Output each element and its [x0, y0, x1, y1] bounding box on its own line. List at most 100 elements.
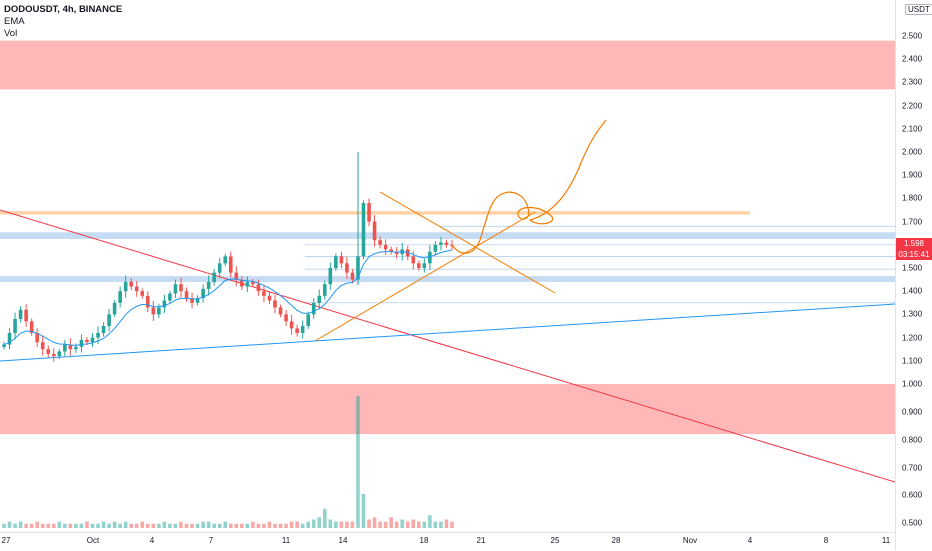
- price-tick-label: 2.100: [902, 124, 923, 134]
- volume-bar: [24, 523, 28, 528]
- volume-bar: [350, 521, 355, 528]
- price-tick-label: 0.700: [902, 463, 923, 472]
- volume-bar: [317, 517, 322, 528]
- time-tick-label: 25: [550, 536, 560, 545]
- volume-bar: [151, 523, 156, 528]
- time-tick-label: 18: [419, 536, 429, 545]
- candle-body: [74, 346, 78, 350]
- candle-body: [57, 351, 62, 357]
- volume-bar: [306, 521, 310, 528]
- volume-bar: [35, 521, 39, 528]
- candle-body: [278, 307, 283, 315]
- candle-body: [179, 284, 183, 292]
- candle-body: [2, 344, 6, 347]
- candle-body: [251, 281, 255, 285]
- orange-level: [0, 211, 750, 215]
- candle-body: [228, 256, 233, 273]
- price-tick-label: 0.800: [902, 435, 923, 445]
- candle-body: [173, 284, 178, 294]
- time-tick-label: 27: [1, 536, 11, 545]
- time-tick-label: 11: [281, 536, 291, 545]
- volume-bar: [356, 396, 360, 528]
- volume-bar: [394, 521, 399, 528]
- volume-bar: [334, 521, 338, 528]
- volume-bar: [123, 521, 128, 528]
- candle-body: [389, 249, 393, 252]
- candle-body: [422, 263, 427, 268]
- time-tick-label: 14: [338, 536, 348, 545]
- candle-body: [273, 300, 277, 308]
- volume-bar: [157, 523, 161, 528]
- volume-bar: [273, 523, 277, 528]
- candle-body: [334, 256, 338, 268]
- volume-bar: [96, 523, 100, 528]
- symbol-title[interactable]: DODOUSDT, 4h, BINANCE: [4, 4, 123, 15]
- candle-body: [96, 332, 100, 338]
- candle-body: [134, 286, 139, 292]
- volume-bar: [51, 523, 56, 528]
- candle-body: [345, 263, 349, 273]
- price-axis[interactable]: 0.500 0.600 0.700 0.800 0.900 1.000 1.100 1.200…: [895, 0, 932, 550]
- volume-legend[interactable]: Vol: [4, 28, 18, 39]
- currency-unit-label[interactable]: USDT: [905, 4, 932, 15]
- volume-bar: [162, 521, 167, 528]
- volume-bar: [13, 523, 17, 528]
- volume-bar: [444, 519, 449, 528]
- candle-body: [234, 272, 239, 280]
- time-axis[interactable]: 27 Oct 4 7 11 14 18 21 25 28 Nov 4 8 11: [0, 532, 895, 551]
- volume-bar: [295, 521, 299, 528]
- volume-bar: [134, 523, 139, 528]
- price-chart[interactable]: [0, 0, 895, 532]
- candle-body: [444, 242, 449, 245]
- ema-legend[interactable]: EMA: [4, 16, 25, 27]
- candle-body: [350, 272, 355, 280]
- candle-body: [162, 300, 167, 308]
- chart-legend: DODOUSDT, 4h, BINANCE EMA Vol: [4, 4, 122, 40]
- price-tick-label: 1.700: [902, 217, 923, 227]
- volume-bar: [2, 523, 6, 528]
- candle-body: [306, 314, 310, 326]
- volume-bar: [179, 521, 183, 528]
- volume-bar: [184, 523, 189, 528]
- time-tick-label: 8: [823, 536, 829, 545]
- volume-bar: [107, 523, 111, 528]
- candle-body: [367, 203, 371, 222]
- candle-body: [411, 256, 416, 264]
- volume-bar: [223, 521, 228, 528]
- candle-body: [85, 339, 89, 343]
- candle-body: [361, 203, 366, 257]
- time-tick-label: 28: [611, 536, 621, 545]
- volume-bar: [262, 523, 266, 528]
- volume-bar: [400, 519, 405, 528]
- volume-bar: [450, 521, 454, 528]
- price-tick-label: 1.500: [902, 263, 923, 273]
- price-tick-label: 1.300: [902, 309, 923, 319]
- candle-body: [328, 268, 333, 285]
- volume-bar: [389, 517, 393, 528]
- triangle-upper-line: [379, 191, 556, 294]
- volume-bar: [284, 523, 288, 528]
- resistance-zone: [0, 40, 895, 90]
- candle-body: [262, 291, 266, 296]
- volume-bar: [79, 523, 84, 528]
- volume-bar: [267, 521, 272, 528]
- candle-body: [256, 284, 261, 292]
- blue-zone-lower: [0, 276, 895, 282]
- volume-bar: [57, 521, 62, 528]
- candle-body: [151, 307, 156, 315]
- candle-body: [63, 344, 67, 352]
- volume-bar: [383, 521, 388, 528]
- candle-body: [157, 307, 161, 315]
- candle-body: [101, 326, 106, 333]
- candle-body: [168, 293, 172, 301]
- volume-bar: [234, 523, 239, 528]
- candle-body: [24, 309, 28, 322]
- candle-body: [372, 221, 377, 241]
- volume-bar: [278, 523, 283, 528]
- volume-bar: [428, 515, 432, 528]
- projection-path: [451, 119, 607, 254]
- volume-bar: [422, 521, 427, 528]
- current-price-badge: 1.598 03:15:41: [896, 238, 932, 260]
- volume-bar: [367, 519, 371, 528]
